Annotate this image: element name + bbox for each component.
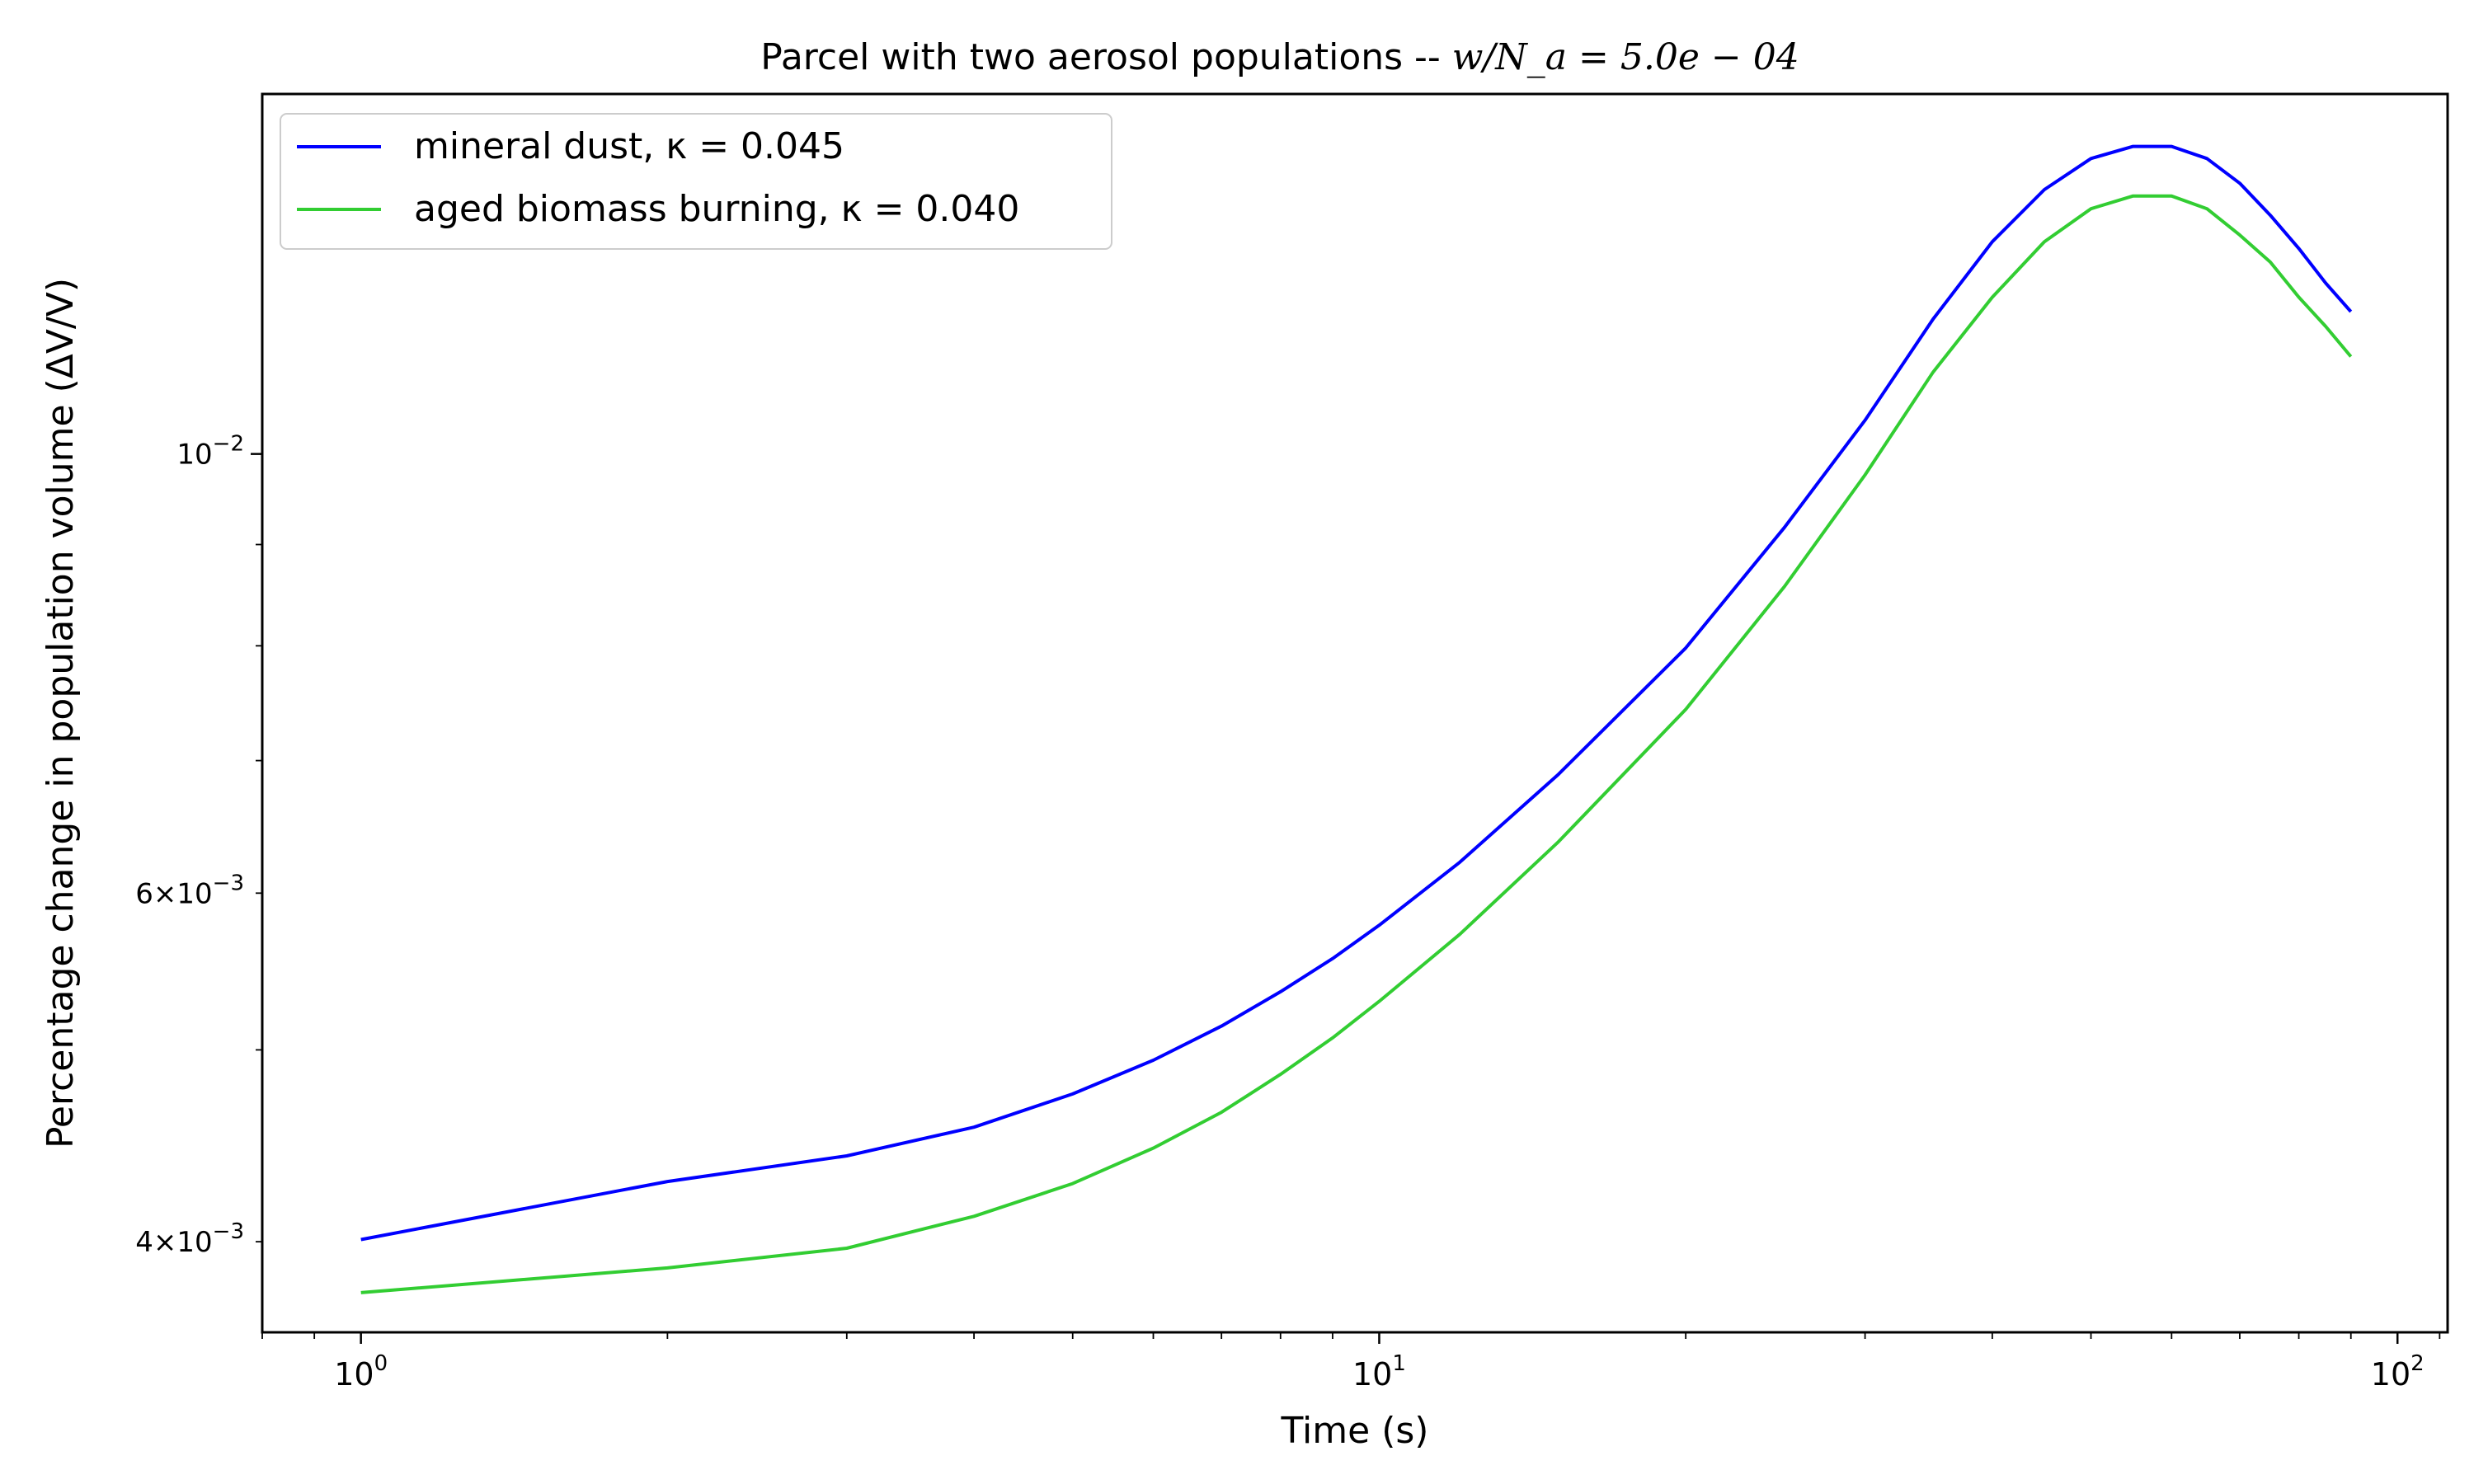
title-math: w/N_a = 5.0e − 04	[1452, 36, 1799, 78]
series-group	[360, 144, 2353, 1294]
series-line-0	[360, 144, 2353, 1242]
y-axis-label: Percentage change in population volume (…	[40, 278, 82, 1148]
legend-box	[280, 113, 1112, 250]
legend: mineral dust, κ = 0.045 aged biomass bur…	[280, 113, 1112, 250]
y-axis-ticks: 4×10−3 6×10−3 10−2	[135, 432, 262, 1259]
plot-frame	[261, 92, 2449, 1334]
chart-title: Parcel with two aerosol populations -- w…	[760, 36, 1799, 78]
x-tick-label: 102	[2371, 1351, 2425, 1392]
title-main: Parcel with two aerosol populations --	[760, 36, 1452, 78]
x-axis-ticks: 100 101 102	[261, 1332, 2441, 1392]
x-tick-label: 101	[1352, 1351, 1406, 1392]
series-line-1	[360, 194, 2353, 1294]
y-tick-label: 6×10−3	[135, 871, 244, 910]
x-tick-label: 100	[334, 1351, 388, 1392]
y-tick-label: 10−2	[176, 432, 244, 472]
legend-label-aged-biomass-burning: aged biomass burning, κ = 0.040	[414, 188, 1019, 230]
legend-label-mineral-dust: mineral dust, κ = 0.045	[414, 125, 844, 167]
x-axis-label: Time (s)	[1281, 1410, 1429, 1452]
y-tick-label: 4×10−3	[135, 1219, 244, 1259]
